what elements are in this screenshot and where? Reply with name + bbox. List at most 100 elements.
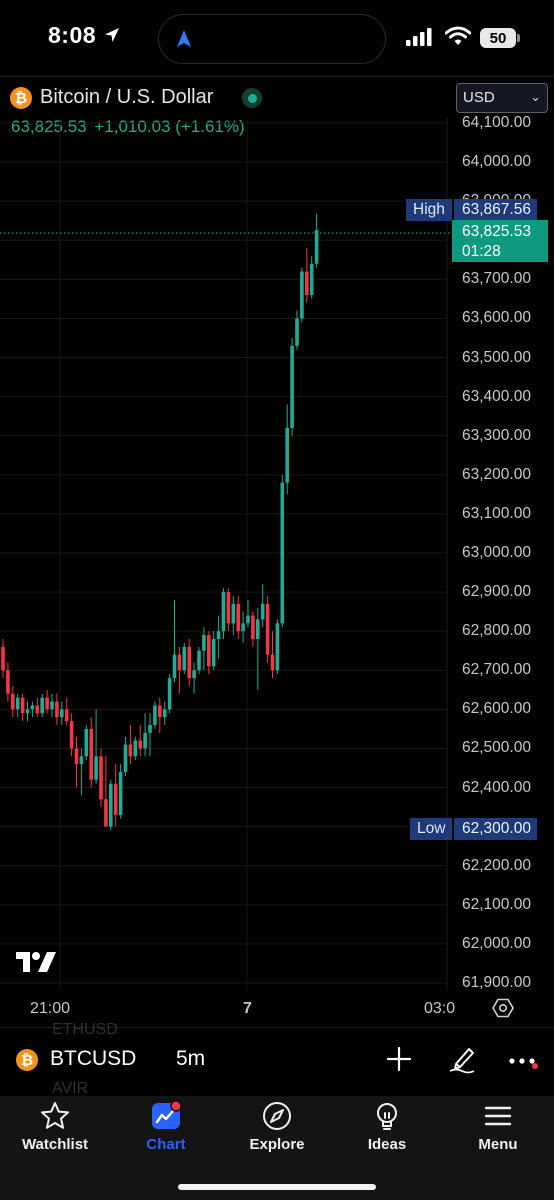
candle-body bbox=[265, 603, 270, 655]
candle bbox=[133, 736, 138, 761]
candle-body bbox=[300, 271, 304, 319]
candle bbox=[55, 693, 59, 725]
more-options-icon[interactable] bbox=[508, 1051, 538, 1071]
candle-body bbox=[172, 654, 177, 679]
candle-countdown: 01:28 bbox=[462, 243, 501, 260]
candle-body bbox=[15, 697, 20, 710]
price-axis-label: 62,700.00 bbox=[462, 661, 531, 679]
candle bbox=[300, 267, 304, 323]
candle-body bbox=[295, 318, 299, 346]
battery-level: 50 bbox=[489, 29, 507, 47]
candle-body bbox=[226, 592, 231, 624]
add-plus-icon[interactable] bbox=[386, 1046, 412, 1072]
tab-chart-label: Chart bbox=[146, 1136, 186, 1153]
candle-body bbox=[84, 728, 89, 757]
interval-selector[interactable]: 5m bbox=[176, 1047, 206, 1070]
chevron-down-icon: ⌄ bbox=[530, 89, 541, 104]
price-axis-label: 63,600.00 bbox=[462, 309, 531, 327]
price-axis-label: 63,700.00 bbox=[462, 270, 531, 288]
battery-indicator: 50 bbox=[480, 28, 516, 48]
price-chart[interactable] bbox=[0, 0, 554, 1000]
navigation-arrow-icon bbox=[177, 30, 191, 47]
candle bbox=[153, 701, 157, 729]
tab-explore[interactable]: Explore bbox=[227, 1100, 327, 1153]
candle bbox=[64, 697, 69, 725]
candle-body bbox=[221, 592, 226, 632]
candle-body bbox=[197, 650, 201, 671]
candle bbox=[30, 701, 35, 718]
high-label-tag: High bbox=[406, 199, 452, 221]
tab-ideas[interactable]: Ideas bbox=[337, 1100, 437, 1153]
candle bbox=[94, 709, 98, 784]
symbol-list-item-next: AVIR bbox=[52, 1080, 89, 1097]
drawing-pen-icon[interactable] bbox=[448, 1044, 476, 1074]
candle bbox=[314, 213, 319, 268]
currency-value: USD bbox=[463, 89, 495, 106]
dynamic-island[interactable] bbox=[158, 14, 386, 64]
candle bbox=[45, 689, 49, 714]
candle-body bbox=[64, 709, 69, 722]
candle-body bbox=[275, 623, 280, 671]
candle bbox=[99, 748, 103, 808]
candle-body bbox=[231, 603, 236, 624]
candle-body bbox=[94, 756, 98, 780]
tab-ideas-label: Ideas bbox=[367, 1136, 407, 1153]
price-axis-label: 63,000.00 bbox=[462, 544, 531, 561]
candle-body bbox=[30, 705, 35, 710]
candle-body bbox=[118, 771, 123, 815]
candle bbox=[148, 713, 152, 757]
candle-body bbox=[305, 271, 309, 295]
candle bbox=[35, 697, 40, 718]
candle-body bbox=[256, 619, 260, 639]
candle bbox=[109, 779, 113, 831]
candle-body bbox=[187, 646, 191, 679]
candle bbox=[113, 764, 118, 827]
battery-tip bbox=[517, 34, 520, 42]
candle bbox=[221, 588, 226, 639]
chart-settings-icon[interactable] bbox=[492, 997, 514, 1019]
candle bbox=[236, 596, 240, 639]
candle bbox=[246, 599, 250, 628]
candle-body bbox=[50, 701, 54, 710]
candle bbox=[192, 662, 196, 694]
candle-body bbox=[40, 697, 44, 714]
candle bbox=[280, 474, 285, 628]
candle-body bbox=[113, 783, 118, 815]
candle-body bbox=[309, 263, 314, 295]
candle bbox=[118, 764, 123, 819]
candle-body bbox=[270, 654, 275, 671]
candle bbox=[25, 701, 30, 722]
tab-watchlist[interactable]: Watchlist bbox=[5, 1100, 105, 1153]
candle-body bbox=[285, 427, 289, 483]
tab-menu[interactable]: Menu bbox=[448, 1100, 548, 1153]
tab-chart[interactable]: Chart bbox=[116, 1100, 216, 1153]
candle bbox=[158, 697, 162, 733]
candle bbox=[260, 584, 265, 628]
candle-body bbox=[25, 709, 30, 714]
wifi-icon bbox=[445, 26, 471, 45]
candle-body bbox=[314, 230, 319, 264]
candle-body bbox=[290, 345, 294, 428]
time-axis-label: 7 bbox=[243, 1000, 252, 1017]
candle bbox=[177, 646, 182, 694]
candle bbox=[216, 615, 221, 659]
symbol-list-item-previous: ETHUSD bbox=[52, 1021, 118, 1038]
candle-body bbox=[109, 783, 113, 827]
candle bbox=[1, 639, 5, 679]
symbol-title[interactable]: Bitcoin / U.S. Dollar bbox=[40, 86, 214, 108]
symbol-selector[interactable]: BTCUSD bbox=[50, 1047, 137, 1070]
currency-select[interactable]: USD ⌄ bbox=[456, 83, 548, 113]
bitcoin-logo-icon: ₿ bbox=[10, 87, 32, 109]
candle bbox=[290, 338, 294, 436]
candle bbox=[15, 693, 20, 718]
bitcoin-symbol-glyph: ₿ bbox=[20, 1051, 34, 1069]
candle bbox=[275, 619, 280, 675]
last-price: 63,825.53 bbox=[11, 117, 87, 136]
star-icon bbox=[41, 1102, 69, 1129]
price-axis-label: 63,400.00 bbox=[462, 387, 531, 405]
home-indicator bbox=[178, 1184, 376, 1190]
candle bbox=[285, 404, 289, 495]
candle bbox=[207, 631, 211, 675]
candle bbox=[11, 685, 15, 718]
toolbar-divider bbox=[0, 1027, 554, 1028]
